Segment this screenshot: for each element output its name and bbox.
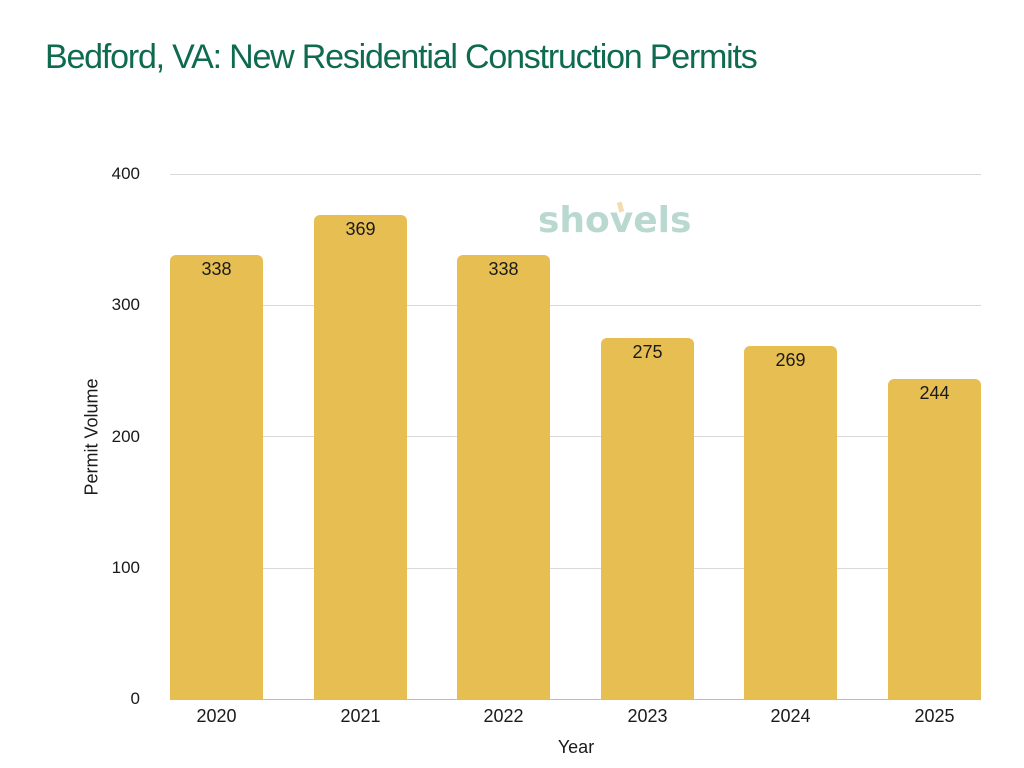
- bar-2021: 369: [314, 214, 407, 699]
- x-tick-2024: 2024: [770, 706, 811, 726]
- chart-title: Bedford, VA: New Residential Constructio…: [45, 38, 758, 76]
- x-axis-line: [170, 699, 981, 700]
- bar-2025: 244: [888, 378, 981, 699]
- bar-value-label: 269: [775, 349, 806, 370]
- y-tick-0: 0: [130, 689, 140, 708]
- x-tick-2023: 2023: [627, 706, 668, 726]
- gridline-400: [170, 174, 981, 175]
- bar-value-label: 244: [919, 382, 950, 403]
- bar-value-label: 338: [201, 259, 232, 280]
- x-tick-2022: 2022: [483, 706, 524, 726]
- bar-2020: 338: [170, 255, 263, 699]
- y-tick-200: 200: [111, 427, 140, 446]
- gridline-300: [170, 305, 981, 306]
- bar-value-label: 338: [488, 259, 519, 280]
- y-tick-400: 400: [111, 164, 140, 183]
- x-tick-2021: 2021: [340, 706, 381, 726]
- bar-value-label: 275: [632, 342, 663, 363]
- plot-area: 338 369 338 275 269 244: [170, 174, 981, 700]
- gridline-200: [170, 436, 981, 437]
- bar-value-label: 369: [345, 218, 376, 239]
- y-tick-100: 100: [111, 558, 140, 577]
- bar-2023: 275: [601, 338, 694, 699]
- gridline-100: [170, 568, 981, 569]
- x-axis-label: Year: [557, 737, 595, 757]
- watermark-text: shovels: [538, 200, 692, 241]
- y-tick-300: 300: [111, 295, 140, 314]
- shovels-watermark-logo: shovels: [538, 200, 691, 241]
- x-tick-2025: 2025: [914, 706, 955, 726]
- x-tick-2020: 2020: [196, 706, 237, 726]
- bar-2024: 269: [744, 345, 837, 699]
- bar-2022: 338: [457, 255, 550, 699]
